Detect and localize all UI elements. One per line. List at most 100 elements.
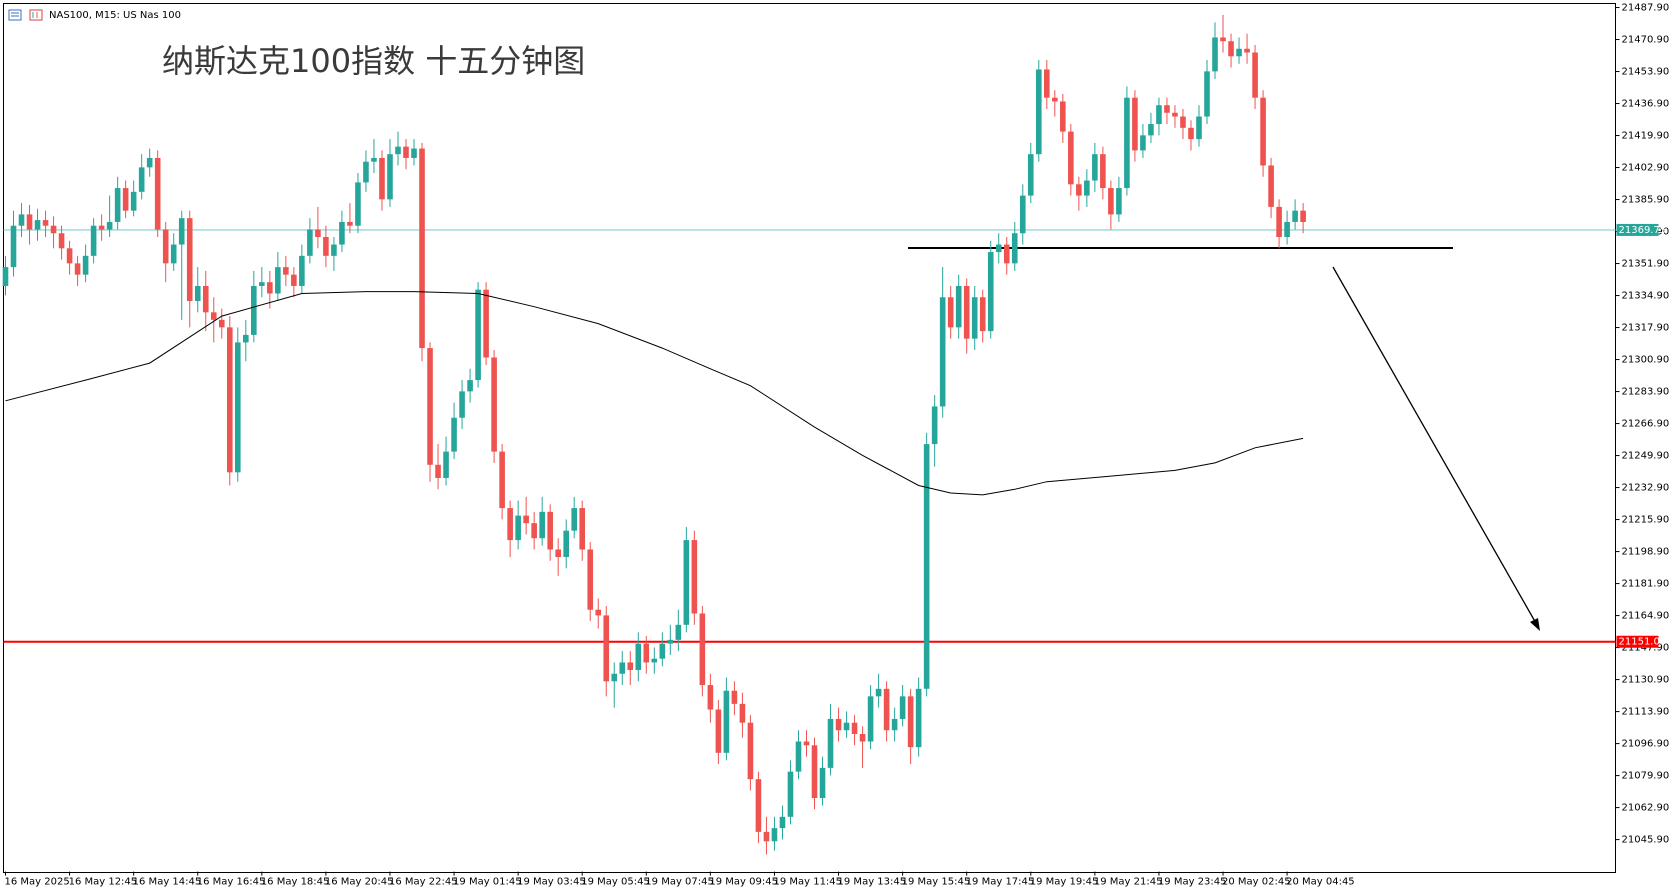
icon: [29, 9, 43, 21]
x-tick-label: 19 May 03:45: [517, 877, 586, 888]
candle-body: [803, 741, 810, 746]
x-tick-label: 19 May 23:45: [1158, 877, 1227, 888]
candle-body: [1276, 206, 1282, 238]
candle-body: [891, 718, 898, 731]
candle-body: [819, 767, 826, 798]
candle-body: [835, 718, 842, 731]
candle-body: [58, 233, 65, 249]
candle-body: [1084, 180, 1090, 196]
candle-body: [483, 289, 489, 358]
x-tick-label: 19 May 01:45: [453, 877, 522, 888]
candle-body: [451, 417, 457, 452]
candle-body: [1148, 124, 1154, 136]
x-tick-label: 19 May 07:45: [645, 877, 714, 888]
candle-body: [259, 282, 265, 286]
candle-body: [955, 285, 962, 328]
x-tick-label: 20 May 04:45: [1286, 877, 1355, 888]
candle-body: [1268, 165, 1274, 207]
chart-title: 纳斯达克100指数 十五分钟图: [162, 42, 585, 80]
candle-body: [1060, 101, 1066, 132]
candle-body: [251, 285, 257, 335]
candle-body: [1076, 184, 1082, 196]
candle-body: [499, 451, 505, 509]
y-tick-label: 21181.90: [1622, 579, 1670, 590]
candle-body: [755, 779, 762, 832]
candle-body: [419, 148, 425, 349]
y-tick-label: 21317.90: [1622, 323, 1670, 334]
candle-body: [18, 214, 25, 226]
y-tick-label: 21249.90: [1622, 451, 1670, 462]
candle-body: [1100, 154, 1106, 189]
x-tick-label: 19 May 13:45: [838, 877, 907, 888]
candle-body: [659, 643, 666, 659]
candle-body: [291, 274, 297, 286]
candle-body: [731, 690, 738, 704]
y-tick-label: 21113.90: [1622, 707, 1670, 718]
y-tick-label: 21334.90: [1622, 291, 1670, 302]
candle-body: [1124, 97, 1130, 189]
candle-body: [635, 643, 642, 670]
candle-body: [971, 297, 978, 339]
candle-body: [443, 451, 449, 478]
candle-body: [843, 722, 850, 731]
price-label-box: [1616, 223, 1659, 236]
candles: [2, 14, 1306, 855]
candle-body: [98, 225, 105, 230]
candle-body: [795, 741, 802, 772]
x-tick-label: 19 May 15:45: [902, 877, 971, 888]
candle-body: [859, 733, 866, 742]
candle-body: [162, 229, 169, 264]
candle-body: [234, 342, 241, 473]
candle-body: [699, 613, 706, 686]
candle-body: [154, 157, 161, 230]
candle-body: [987, 252, 994, 332]
candle-body: [563, 530, 569, 558]
y-tick-label: 21164.90: [1622, 611, 1670, 622]
candle-body: [243, 334, 249, 343]
price-label-box: [1616, 635, 1659, 648]
candle-body: [106, 221, 113, 230]
x-tick-label: 16 May 22:45: [389, 877, 458, 888]
candle-body: [787, 771, 794, 817]
candle-body: [435, 464, 441, 478]
x-tick-label: 16 May 18:45: [261, 877, 330, 888]
candle-body: [218, 319, 225, 328]
candle-body: [963, 285, 970, 339]
price-label: 21151.00: [1619, 637, 1667, 648]
candle-body: [667, 639, 674, 644]
candle-body: [747, 722, 754, 780]
candle-body: [1196, 116, 1202, 140]
candle-body: [1019, 195, 1026, 234]
candle-body: [34, 220, 41, 230]
moving-average: [5, 291, 1304, 496]
y-tick-label: 21436.90: [1622, 99, 1670, 110]
candle-body: [515, 515, 521, 541]
plot-frame: [3, 3, 1616, 873]
y-tick-label: 21266.90: [1622, 419, 1670, 430]
y-tick-label: 21453.90: [1622, 67, 1670, 78]
candle-body: [1236, 48, 1242, 57]
y-tick-label: 21215.90: [1622, 515, 1670, 526]
x-tick-label: 16 May 14:45: [133, 877, 202, 888]
candle-body: [379, 157, 385, 200]
candle-body: [347, 221, 353, 226]
candle-body: [299, 255, 305, 286]
candle-body: [715, 709, 722, 753]
candle-body: [363, 161, 369, 183]
x-tick-label: 19 May 05:45: [581, 877, 650, 888]
x-tick-label: 16 May 20:45: [325, 877, 394, 888]
candle-body: [507, 508, 513, 541]
arrow-head: [1530, 618, 1540, 631]
candle-body: [643, 643, 650, 663]
candle-body: [387, 154, 393, 200]
x-tick-label: 19 May 21:45: [1094, 877, 1163, 888]
candle-body: [587, 549, 594, 610]
x-tick-label: 20 May 02:45: [1222, 877, 1291, 888]
candle-body: [1204, 71, 1210, 117]
candle-body: [355, 182, 361, 226]
symbol-icons: [8, 9, 43, 21]
y-tick-label: 21487.90: [1622, 3, 1670, 14]
candle-body: [82, 255, 89, 275]
candle-body: [331, 244, 337, 256]
